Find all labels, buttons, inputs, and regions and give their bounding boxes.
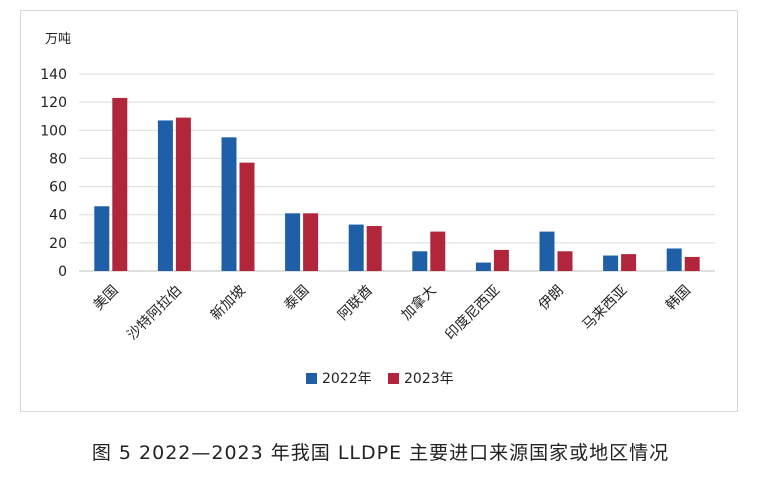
bar-2022年-沙特阿拉伯 xyxy=(157,120,173,271)
y-tick-label: 60 xyxy=(49,180,67,196)
x-category-label: 新加坡 xyxy=(208,283,249,324)
bar-2022年-马来西亚 xyxy=(603,255,619,271)
bar-2023年-加拿大 xyxy=(430,231,446,271)
x-category-label: 加拿大 xyxy=(398,282,440,324)
x-category-label: 印度尼西亚 xyxy=(442,283,503,344)
bars xyxy=(94,97,700,272)
x-category-label: 阿联酋 xyxy=(334,282,376,324)
bar-2022年-韩国 xyxy=(666,248,682,271)
y-tick-label: 20 xyxy=(49,236,67,252)
bar-2023年-印度尼西亚 xyxy=(493,249,509,271)
figure-caption: 图 5 2022—2023 年我国 LLDPE 主要进口来源国家或地区情况 xyxy=(91,442,670,464)
gridlines xyxy=(79,73,715,272)
y-tick-label: 80 xyxy=(49,151,67,167)
x-category-label: 韩国 xyxy=(663,283,694,314)
bar-2023年-新加坡 xyxy=(239,162,255,271)
y-axis-unit-label: 万吨 xyxy=(45,32,71,47)
chart-frame: 0 20 40 60 80 100 120 140 美国 沙特阿拉伯 新加坡 泰国 阿联酋 加拿大 印度尼… xyxy=(20,10,738,412)
legend-label: 2022年 xyxy=(322,371,372,387)
bar-2023年-伊朗 xyxy=(557,251,573,271)
bar-2022年-加拿大 xyxy=(412,251,428,271)
bar-chart: 0 20 40 60 80 100 120 140 美国 沙特阿拉伯 新加坡 泰国 阿联酋 加拿大 印度尼… xyxy=(40,32,715,387)
y-axis-ticks: 0 20 40 60 80 100 120 140 xyxy=(40,67,67,280)
bar-2023年-阿联酋 xyxy=(366,225,382,271)
legend-label: 2023年 xyxy=(404,371,454,387)
x-category-label: 泰国 xyxy=(281,283,312,314)
x-category-label: 伊朗 xyxy=(536,283,567,314)
legend-swatch-2023年 xyxy=(388,373,399,384)
bar-2022年-印度尼西亚 xyxy=(475,262,491,271)
y-tick-label: 0 xyxy=(58,264,67,280)
bar-2022年-美国 xyxy=(94,206,110,271)
x-category-label: 马来西亚 xyxy=(580,283,631,334)
bar-2023年-沙特阿拉伯 xyxy=(175,117,191,271)
y-tick-label: 100 xyxy=(40,123,67,139)
bar-2023年-马来西亚 xyxy=(621,254,637,271)
y-tick-label: 40 xyxy=(49,208,67,224)
bar-2022年-伊朗 xyxy=(539,231,555,271)
bar-2022年-泰国 xyxy=(285,213,301,271)
bar-2023年-泰国 xyxy=(303,213,319,271)
y-tick-label: 120 xyxy=(40,95,67,111)
x-axis-category-labels: 美国 沙特阿拉伯 新加坡 泰国 阿联酋 加拿大 印度尼西亚 伊朗 马来西亚 韩国 xyxy=(91,282,695,344)
x-category-label: 美国 xyxy=(91,283,122,314)
legend: 2022年 2023年 xyxy=(306,371,454,387)
bar-2022年-阿联酋 xyxy=(348,224,364,271)
x-category-label: 沙特阿拉伯 xyxy=(124,283,185,344)
legend-swatch-2022年 xyxy=(306,373,317,384)
bar-2022年-新加坡 xyxy=(221,137,237,271)
y-tick-label: 140 xyxy=(40,67,67,83)
bar-2023年-韩国 xyxy=(684,256,700,271)
bar-2023年-美国 xyxy=(112,97,128,272)
